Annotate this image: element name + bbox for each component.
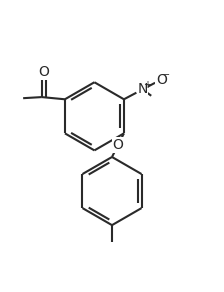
Text: N: N xyxy=(137,82,148,96)
Text: O: O xyxy=(38,65,49,79)
Text: +: + xyxy=(143,79,151,90)
Text: O: O xyxy=(156,72,167,86)
Text: O: O xyxy=(112,138,123,152)
Text: −: − xyxy=(162,70,170,80)
